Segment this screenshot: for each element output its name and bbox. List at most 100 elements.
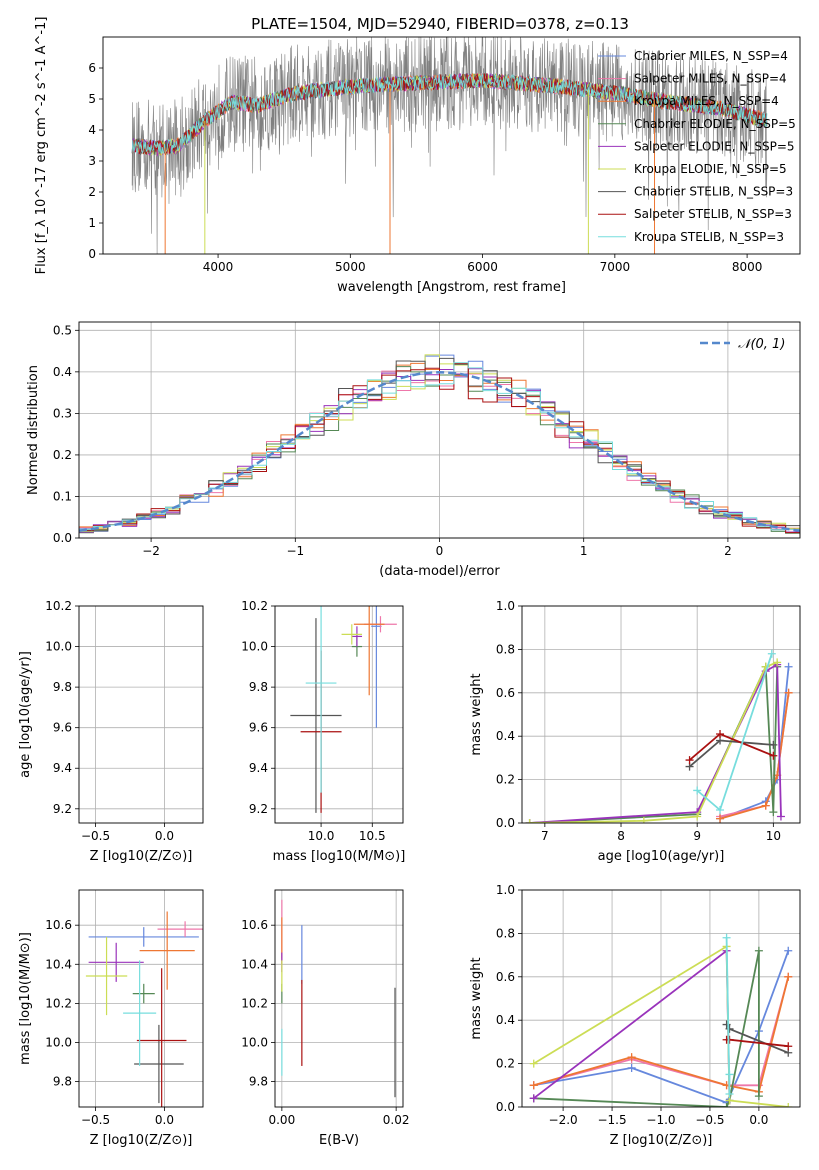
plot-area xyxy=(529,933,793,1107)
y-tick-label: 0.4 xyxy=(496,729,515,743)
tick-group: −0.5 0.0 9.8 10.0 10.2 10.4 10.6 xyxy=(45,918,174,1127)
tick-group: −2 −1 0 1 2 0.0 0.1 0.2 0.3 0.4 0.5 xyxy=(53,323,732,558)
plot-area xyxy=(79,354,800,537)
y-tick-label: 9.4 xyxy=(249,761,268,775)
tick-group: −0.5 0.0 9.2 9.4 9.6 9.8 10.0 10.2 xyxy=(45,599,174,843)
y-tick-label: 0 xyxy=(88,247,96,261)
weight-vs-age-panel: 7 8 9 10 0.0 0.2 0.4 0.6 0.8 1.0 age [log10(age/yr… xyxy=(469,599,801,864)
weight-marker-salpeter-stelib xyxy=(725,1035,734,1044)
y-tick-label: 4 xyxy=(88,123,96,137)
weight-marker-kroupa-stelib xyxy=(693,786,702,795)
weight-marker-chabrier-stelib xyxy=(769,740,778,749)
age-vs-mass-panel: 10.0 10.5 9.2 9.4 9.6 9.8 10.0 10.2 mass [log10(… xyxy=(241,599,406,864)
y-tick-label: 0.3 xyxy=(53,406,72,420)
tick-group: 7 8 9 10 0.0 0.2 0.4 0.6 0.8 1.0 xyxy=(496,599,781,843)
y-tick-label: 2 xyxy=(88,185,96,199)
figure-title: PLATE=1504, MJD=52940, FIBERID=0378, z=0… xyxy=(251,15,629,33)
x-tick-label: 10.0 xyxy=(308,829,335,843)
axes-frame xyxy=(274,605,404,824)
legend-normal-label: 𝒩(0, 1) xyxy=(738,337,785,352)
legend: Chabrier MILES, N_SSP=4 Salpeter MILES, N… xyxy=(598,49,796,244)
plot-area xyxy=(131,37,768,254)
weight-marker-kroupa-miles xyxy=(529,1081,538,1090)
legend-entry: Kroupa STELIB, N_SSP=3 xyxy=(634,230,784,244)
y-tick-label: 0.0 xyxy=(496,1100,515,1114)
y-tick-label: 10.0 xyxy=(241,640,268,654)
x-tick-label: 8000 xyxy=(732,260,763,274)
x-tick-label: 5000 xyxy=(335,260,366,274)
legend-entry: Kroupa MILES, N_SSP=4 xyxy=(634,94,779,108)
x-tick-label: 0.0 xyxy=(155,1113,174,1127)
y-tick-label: 10.2 xyxy=(241,996,268,1010)
x-tick-label: −0.5 xyxy=(81,1113,110,1127)
y-axis-label: Normed distribution xyxy=(26,365,41,495)
y-tick-label: 10.0 xyxy=(45,640,72,654)
y-tick-label: 0.4 xyxy=(53,365,72,379)
x-tick-label: 0.0 xyxy=(155,829,174,843)
tick-group: 0.00 0.02 9.8 10.0 10.2 10.4 10.6 xyxy=(241,918,409,1127)
y-tick-label: 9.8 xyxy=(53,680,72,694)
weight-line-chabrier-stelib xyxy=(725,1024,789,1054)
residuals-panel: −2 −1 0 1 2 0.0 0.1 0.2 0.3 0.4 0.5 (data-model)/er… xyxy=(26,321,801,579)
legend-entry: Salpeter MILES, N_SSP=4 xyxy=(634,72,787,86)
y-tick-label: 10.6 xyxy=(241,918,268,932)
weight-marker-kroupa-elodie xyxy=(639,816,648,823)
weight-marker-kroupa-stelib xyxy=(767,649,776,658)
x-tick-label: 8 xyxy=(617,829,625,843)
y-tick-label: 1 xyxy=(88,216,96,230)
weight-marker-kroupa-stelib xyxy=(716,805,725,814)
x-tick-label: 0 xyxy=(436,544,444,558)
x-tick-label: 0.0 xyxy=(749,1113,768,1127)
y-tick-label: 10.4 xyxy=(45,957,72,971)
axes-frame xyxy=(78,605,204,824)
y-tick-label: 9.8 xyxy=(249,1075,268,1089)
legend-entry: Salpeter ELODIE, N_SSP=5 xyxy=(634,139,795,153)
weight-vs-metallicity-panel: −2.0 −1.5 −1.0 −0.5 0.0 0.0 0.2 0.4 0.6 0.8 1.0 Z [… xyxy=(469,883,801,1148)
y-tick-label: 1.0 xyxy=(496,883,515,897)
axes-frame xyxy=(78,321,801,539)
y-tick-label: 10.2 xyxy=(45,996,72,1010)
y-tick-label: 10.0 xyxy=(241,1035,268,1049)
y-tick-label: 1.0 xyxy=(496,599,515,613)
weight-marker-salpeter-stelib xyxy=(716,730,725,739)
weight-marker-chabrier-elodie xyxy=(754,946,763,955)
y-tick-label: 10.2 xyxy=(45,599,72,613)
weight-marker-kroupa-stelib xyxy=(725,1089,734,1098)
weight-marker-kroupa-miles xyxy=(716,814,725,823)
x-tick-label: −2.0 xyxy=(549,1113,578,1127)
x-tick-label: −1.0 xyxy=(646,1113,675,1127)
y-tick-label: 10.4 xyxy=(241,957,268,971)
x-tick-label: 6000 xyxy=(467,260,498,274)
y-tick-label: 10.2 xyxy=(241,599,268,613)
x-tick-label: −0.5 xyxy=(81,829,110,843)
weight-marker-chabrier-miles xyxy=(784,662,793,671)
weight-marker-kroupa-elodie xyxy=(525,819,534,823)
axes-frame xyxy=(78,889,204,1108)
x-axis-label: (data-model)/error xyxy=(379,564,500,579)
weight-marker-chabrier-elodie xyxy=(754,1092,763,1101)
weight-marker-chabrier-elodie xyxy=(722,1103,731,1107)
y-tick-label: 9.8 xyxy=(249,680,268,694)
y-axis-label: mass weight xyxy=(469,957,484,1039)
weight-line-chabrier-elodie xyxy=(533,950,760,1107)
y-tick-label: 0.6 xyxy=(496,970,515,984)
weight-marker-salpeter-elodie xyxy=(776,812,785,821)
y-tick-label: 3 xyxy=(88,154,96,168)
legend-entry: Chabrier MILES, N_SSP=4 xyxy=(634,49,788,63)
x-axis-label: mass [log10(M/M⊙)] xyxy=(273,849,406,864)
weight-line-chabrier-stelib xyxy=(689,739,774,768)
y-tick-label: 0.0 xyxy=(53,531,72,545)
mass-vs-ebv-panel: 0.00 0.02 9.8 10.0 10.2 10.4 10.6 E(B-V) xyxy=(241,889,410,1148)
y-tick-label: 10.0 xyxy=(45,1035,72,1049)
y-tick-label: 0.5 xyxy=(53,323,72,337)
y-axis-label: mass weight xyxy=(469,673,484,755)
x-tick-label: 4000 xyxy=(203,260,234,274)
y-tick-label: 9.4 xyxy=(53,761,72,775)
tick-group: −2.0 −1.5 −1.0 −0.5 0.0 0.0 0.2 0.4 0.6 0.8 1.0 xyxy=(496,883,769,1127)
axes-frame xyxy=(521,605,801,824)
model-spectrum-salpeter-stelib xyxy=(131,73,767,156)
weight-marker-salpeter-stelib xyxy=(769,751,778,760)
x-axis-label: Z [log10(Z/Z⊙)] xyxy=(90,1133,193,1148)
x-tick-label: 2 xyxy=(724,544,732,558)
y-tick-label: 9.6 xyxy=(53,721,72,735)
